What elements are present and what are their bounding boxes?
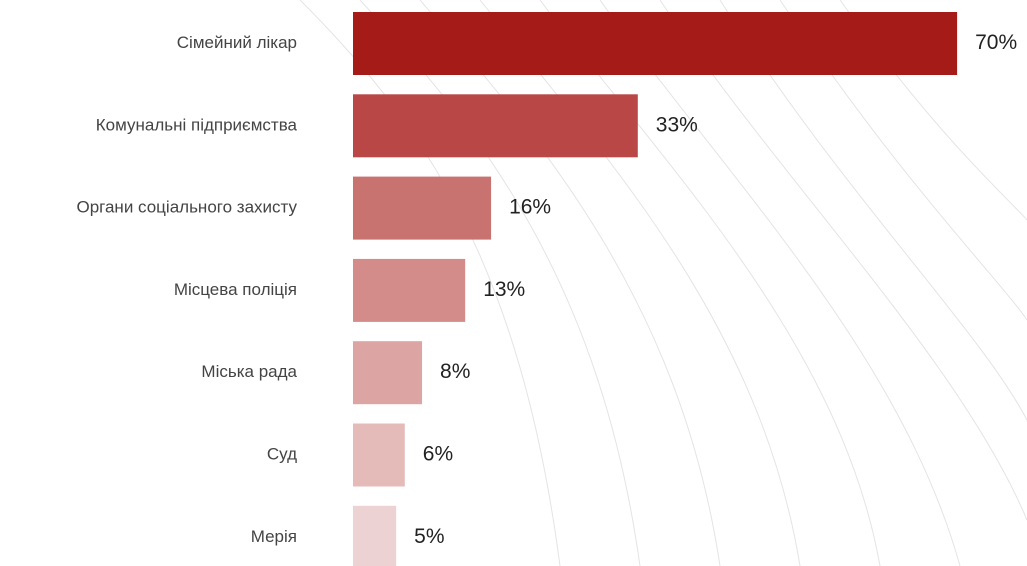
category-label: Сімейний лікар bbox=[177, 33, 297, 52]
value-label: 70% bbox=[975, 31, 1017, 54]
category-label: Комунальні підприємства bbox=[96, 115, 298, 134]
category-label: Місцева поліція bbox=[174, 280, 297, 299]
value-label: 6% bbox=[423, 443, 453, 466]
bar bbox=[353, 341, 423, 405]
bar bbox=[353, 505, 397, 566]
category-label: Органи соціального захисту bbox=[76, 198, 297, 217]
category-label: Міська рада bbox=[201, 362, 297, 381]
category-label: Суд bbox=[267, 444, 297, 463]
value-label: 13% bbox=[483, 278, 525, 301]
value-label: 5% bbox=[414, 525, 444, 548]
bar bbox=[353, 423, 405, 487]
bar bbox=[353, 176, 492, 240]
bar bbox=[353, 94, 638, 158]
value-label: 8% bbox=[440, 360, 470, 383]
bar bbox=[353, 258, 466, 322]
value-label: 16% bbox=[509, 196, 551, 219]
bar bbox=[353, 12, 958, 75]
value-label: 33% bbox=[656, 113, 698, 136]
category-label: Мерія bbox=[251, 527, 297, 546]
